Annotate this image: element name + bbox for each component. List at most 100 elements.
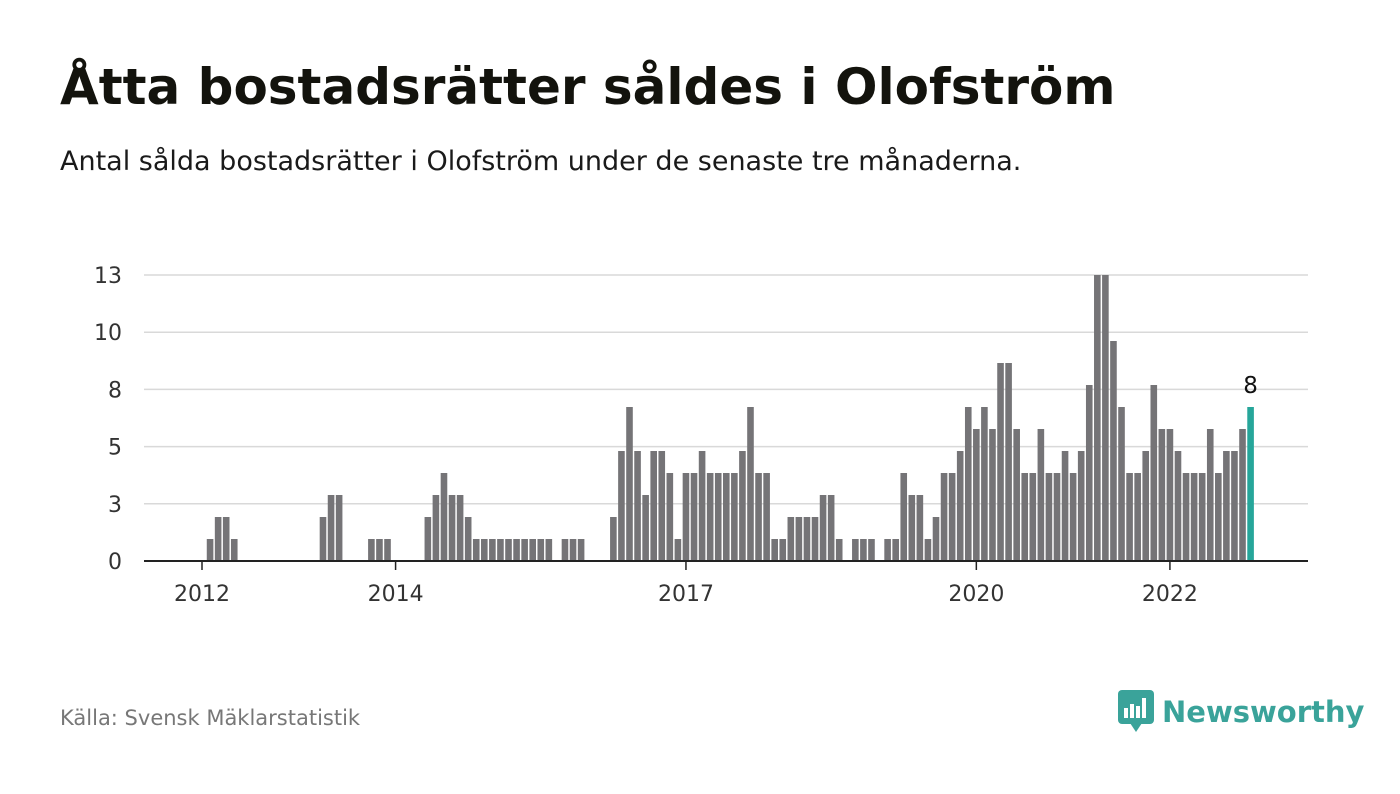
bar bbox=[1134, 473, 1141, 561]
bar bbox=[521, 539, 528, 561]
bar bbox=[787, 517, 795, 561]
bar bbox=[956, 451, 964, 561]
bar bbox=[666, 473, 674, 561]
bar bbox=[1061, 451, 1069, 561]
bar bbox=[1118, 407, 1125, 561]
bar bbox=[1126, 473, 1133, 561]
bar bbox=[868, 539, 875, 561]
bar bbox=[924, 539, 932, 561]
bar bbox=[376, 539, 383, 561]
bars bbox=[206, 275, 1254, 561]
bar bbox=[626, 407, 633, 561]
x-tick-label: 2012 bbox=[174, 582, 230, 607]
bar bbox=[618, 451, 625, 561]
y-tick-label: 10 bbox=[94, 321, 122, 346]
grid-lines bbox=[144, 274, 1308, 505]
newsworthy-logo: Newsworthy bbox=[1118, 690, 1364, 734]
bar bbox=[319, 517, 327, 561]
bar bbox=[489, 539, 496, 561]
bar bbox=[214, 517, 222, 561]
bar bbox=[827, 495, 835, 561]
source-note: Källa: Svensk Mäklarstatistik bbox=[60, 706, 361, 730]
bar bbox=[448, 495, 456, 561]
bar bbox=[900, 473, 908, 561]
bar bbox=[698, 451, 706, 561]
bar bbox=[739, 451, 746, 561]
y-tick-label: 0 bbox=[108, 550, 122, 575]
bar bbox=[1142, 451, 1150, 561]
bar bbox=[1077, 451, 1085, 561]
bar bbox=[779, 539, 787, 561]
bar bbox=[505, 539, 512, 561]
bar bbox=[472, 539, 480, 561]
bar bbox=[1102, 275, 1109, 561]
bar bbox=[997, 363, 1004, 561]
x-tick-label: 2014 bbox=[368, 582, 424, 607]
bar bbox=[948, 473, 956, 561]
bar bbox=[634, 451, 641, 561]
bar bbox=[1021, 473, 1029, 561]
x-tick-label: 2020 bbox=[948, 582, 1004, 607]
x-tick-label: 2017 bbox=[658, 582, 714, 607]
bar bbox=[892, 539, 899, 561]
bar bbox=[1166, 429, 1174, 561]
bar bbox=[577, 539, 585, 561]
bar bbox=[384, 539, 391, 561]
bar bbox=[771, 539, 778, 561]
bar bbox=[1182, 473, 1190, 561]
bar bbox=[650, 451, 657, 561]
y-tick-label: 3 bbox=[108, 493, 122, 518]
bar bbox=[722, 473, 730, 561]
bar bbox=[432, 495, 440, 561]
bar bbox=[1239, 429, 1246, 561]
bar bbox=[1158, 429, 1166, 561]
bar bbox=[811, 517, 819, 561]
bar bbox=[795, 517, 803, 561]
bar bbox=[513, 539, 520, 561]
bar bbox=[440, 473, 448, 561]
bar bbox=[464, 517, 472, 561]
bar bbox=[1085, 385, 1093, 561]
bar bbox=[755, 473, 762, 561]
bar bbox=[916, 495, 924, 561]
bar bbox=[1223, 451, 1230, 561]
bar bbox=[964, 407, 972, 561]
bar bbox=[819, 495, 827, 561]
bar bbox=[981, 407, 988, 561]
bar bbox=[908, 495, 916, 561]
bar bbox=[1231, 451, 1238, 561]
bar bbox=[1174, 451, 1182, 561]
bar bbox=[1037, 429, 1045, 561]
bar bbox=[973, 429, 980, 561]
bar bbox=[537, 539, 545, 561]
bar bbox=[674, 539, 682, 561]
bar bbox=[569, 539, 577, 561]
bar bbox=[456, 495, 464, 561]
bar bbox=[658, 451, 666, 561]
bar bbox=[690, 473, 698, 561]
y-tick-label: 13 bbox=[94, 264, 122, 289]
bar bbox=[561, 539, 569, 561]
bar bbox=[1045, 473, 1053, 561]
bar bbox=[932, 517, 940, 561]
bar bbox=[682, 473, 690, 561]
bar bbox=[368, 539, 375, 561]
bar bbox=[1069, 473, 1077, 561]
bar bbox=[497, 539, 504, 561]
bar bbox=[731, 473, 738, 561]
bar bbox=[884, 539, 891, 561]
highlight-value-label: 8 bbox=[1243, 373, 1258, 399]
x-tick-label: 2022 bbox=[1142, 582, 1198, 607]
chart-title: Åtta bostadsrätter såldes i Olofström bbox=[60, 58, 1116, 116]
bar bbox=[529, 539, 537, 561]
bar bbox=[706, 473, 714, 561]
bar bbox=[835, 539, 843, 561]
bar bbox=[989, 429, 996, 561]
bar bbox=[763, 473, 770, 561]
bar bbox=[1013, 429, 1020, 561]
bar bbox=[714, 473, 722, 561]
bar bbox=[424, 517, 432, 561]
bar bbox=[1005, 363, 1012, 561]
bar bbox=[803, 517, 811, 561]
